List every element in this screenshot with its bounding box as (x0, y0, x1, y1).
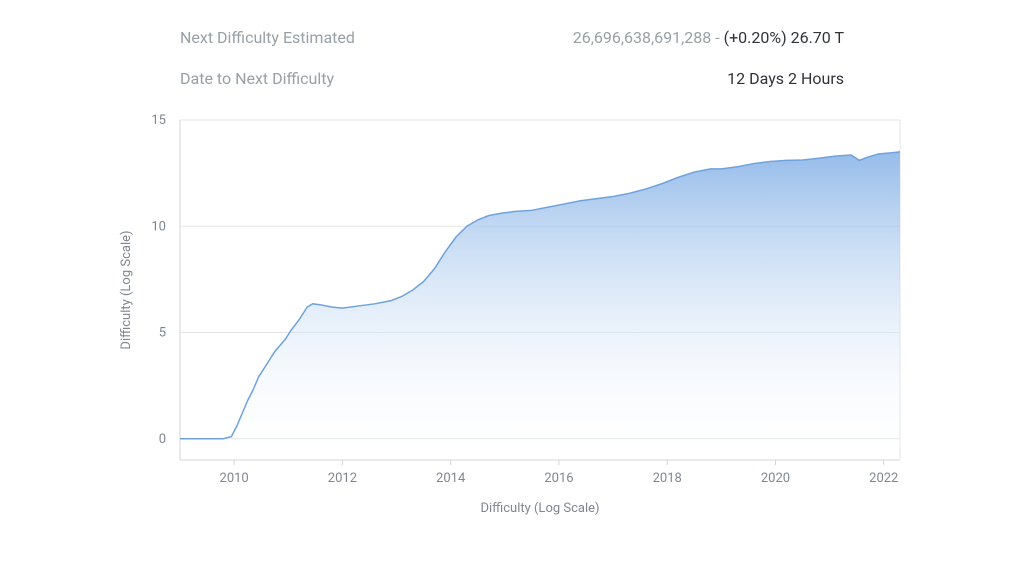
svg-text:2016: 2016 (544, 471, 573, 486)
stat-row-next-difficulty: Next Difficulty Estimated 26,696,638,691… (180, 20, 844, 61)
svg-text:0: 0 (159, 432, 166, 447)
svg-text:2014: 2014 (436, 471, 466, 486)
stat-value-main: 12 Days 2 Hours (727, 69, 844, 88)
svg-text:2022: 2022 (869, 471, 898, 486)
stat-value: 12 Days 2 Hours (727, 69, 844, 88)
stat-row-date-next: Date to Next Difficulty 12 Days 2 Hours (180, 61, 844, 102)
svg-text:10: 10 (151, 219, 166, 234)
svg-text:5: 5 (159, 326, 166, 341)
svg-text:2018: 2018 (653, 471, 682, 486)
stat-label: Next Difficulty Estimated (180, 28, 355, 47)
svg-text:Difficulty (Log Scale): Difficulty (Log Scale) (119, 230, 134, 349)
svg-text:2010: 2010 (220, 471, 249, 486)
svg-text:Difficulty (Log Scale): Difficulty (Log Scale) (480, 501, 599, 516)
stat-value-main: (+0.20%) 26.70 T (724, 28, 844, 47)
stat-value-muted: 26,696,638,691,288 - (573, 28, 724, 47)
svg-text:2012: 2012 (328, 471, 357, 486)
difficulty-chart: 0 5 10 15 2010 2012 2014 2016 2018 2020 2022 Diffic… (110, 110, 914, 530)
svg-text:2020: 2020 (761, 471, 790, 486)
chart-svg: 0 5 10 15 2010 2012 2014 2016 2018 2020 2022 Diffic… (110, 110, 910, 530)
stat-value: 26,696,638,691,288 - (+0.20%) 26.70 T (573, 28, 844, 47)
stat-label: Date to Next Difficulty (180, 69, 334, 88)
stats-block: Next Difficulty Estimated 26,696,638,691… (180, 20, 844, 102)
svg-text:15: 15 (151, 113, 166, 128)
